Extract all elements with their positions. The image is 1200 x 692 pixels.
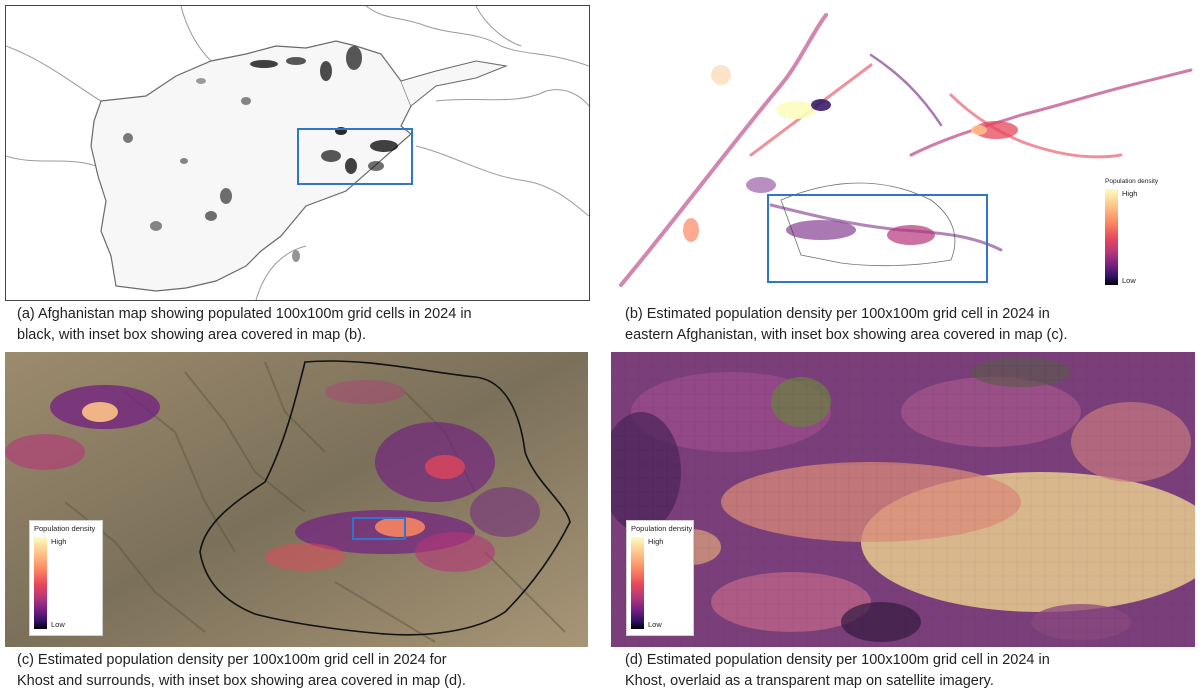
density-legend-b: Population density High Low [1101, 175, 1169, 292]
density-clusters [5, 380, 540, 572]
caption-d: (d) Estimated population density per 100… [625, 650, 1195, 692]
legend-title: Population density [631, 524, 693, 533]
map-panel-d: Population density High Low [611, 352, 1195, 647]
caption-a-line-2: black, with inset box showing area cover… [17, 327, 366, 343]
legend-title: Population density [34, 524, 96, 533]
eastern-afghanistan-density-map [619, 13, 1193, 287]
legend-high-label: High [1122, 189, 1138, 198]
legend-low-label: Low [1122, 276, 1136, 285]
density-legend-c: Population density High Low [29, 520, 103, 636]
map-panel-c: Population density High Low [5, 352, 588, 647]
inset-box-c [767, 194, 988, 283]
inset-box-d [352, 517, 406, 540]
caption-b: (b) Estimated population density per 100… [625, 304, 1195, 346]
afghanistan-border [90, 40, 412, 292]
caption-a: (a) Afghanistan map showing populated 10… [17, 304, 597, 346]
caption-c-line-2: Khost and surrounds, with inset box show… [17, 673, 466, 689]
afghanistan-map [6, 6, 589, 300]
caption-d-line-2: Khost, overlaid as a transparent map on … [625, 673, 994, 689]
populated-cells [123, 46, 398, 262]
caption-c: (c) Estimated population density per 100… [17, 650, 602, 692]
legend-color-ramp [631, 537, 644, 629]
legend-low-label: Low [51, 620, 65, 629]
caption-c-line-1: (c) Estimated population density per 100… [17, 652, 447, 668]
legend-high-label: High [51, 537, 67, 546]
grid-cells [611, 352, 1195, 647]
density-legend-d: Population density High Low [626, 520, 694, 636]
map-panel-b: Population density High Low [611, 5, 1195, 299]
caption-b-line-2: eastern Afghanistan, with inset box show… [625, 327, 1068, 343]
khost-province-border [199, 360, 571, 636]
khost-overlay-density-map [611, 352, 1195, 647]
caption-d-line-1: (d) Estimated population density per 100… [625, 652, 1050, 668]
neighbor-borders [6, 6, 589, 300]
legend-low-label: Low [648, 620, 662, 629]
khost-outline [780, 182, 956, 267]
legend-color-ramp [1105, 189, 1118, 285]
caption-a-line-1: (a) Afghanistan map showing populated 10… [17, 306, 472, 322]
caption-b-line-1: (b) Estimated population density per 100… [625, 306, 1050, 322]
inset-box-b [297, 128, 413, 185]
legend-high-label: High [648, 537, 664, 546]
legend-title: Population density [1105, 178, 1159, 185]
density-hotspots [683, 65, 1018, 245]
map-panel-a [5, 5, 590, 301]
legend-color-ramp [34, 537, 47, 629]
